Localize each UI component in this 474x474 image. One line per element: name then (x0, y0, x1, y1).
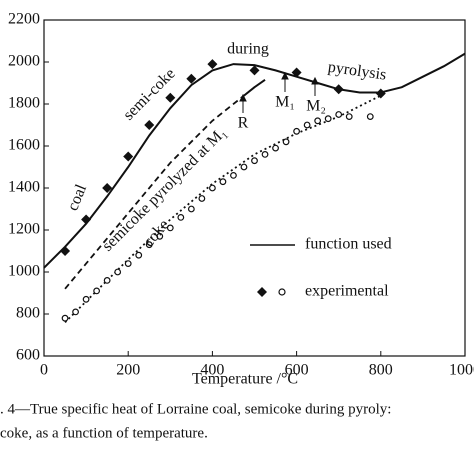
circle-point (114, 268, 122, 276)
circle-point (366, 113, 374, 120)
annotation: R (238, 115, 249, 132)
y-tick-label: 1000 (8, 263, 40, 280)
circle-point (314, 117, 322, 125)
diamond-point (165, 92, 176, 103)
diamond-point (81, 214, 92, 225)
line (64, 94, 382, 324)
diamond-point (333, 84, 344, 95)
x-tick-label: 1000 (449, 362, 474, 379)
x-tick-label: 600 (285, 362, 309, 379)
circle-point (135, 251, 143, 259)
y-tick-label: 1800 (8, 95, 40, 112)
diamond-point (102, 183, 113, 193)
circle-point (240, 163, 248, 171)
circle-point (72, 308, 79, 316)
legend-label: function used (305, 236, 392, 253)
y-tick-label: 1400 (8, 179, 40, 196)
line (243, 79, 266, 97)
circle-point (177, 213, 185, 221)
caption-line: . 4—True specific heat of Lorraine coal,… (0, 401, 391, 417)
circle-point (219, 178, 227, 186)
circle-point (345, 113, 353, 120)
annotation: coke (140, 216, 172, 250)
diamond-point (60, 246, 71, 256)
annotation: coal (64, 182, 90, 214)
circle-point (293, 127, 301, 135)
x-axis-label: Temperature /°C (192, 371, 298, 388)
x-tick-label: 0 (40, 362, 48, 379)
caption-line: coke, as a function of temperature. (0, 425, 208, 441)
circle-point (335, 111, 343, 118)
circle-point (124, 260, 132, 268)
diamond-point (249, 65, 260, 76)
circle-point (187, 205, 195, 213)
circle-point (198, 195, 206, 202)
y-tick-label: 2200 (8, 11, 40, 28)
circle-point (282, 138, 290, 146)
annotation: M₂ (306, 98, 326, 115)
diamond-point (123, 151, 134, 162)
circle-point (208, 184, 216, 192)
circle-point (145, 241, 153, 249)
y-tick-label: 800 (16, 305, 40, 322)
y-tick-label: 2000 (8, 53, 40, 70)
diamond-point (291, 67, 302, 78)
annotation: pyrolysis (327, 59, 387, 84)
line (43, 52, 466, 269)
circle-point (93, 287, 101, 295)
circle-point (261, 150, 269, 158)
diamond-point (375, 88, 386, 99)
circle-point (303, 121, 311, 129)
circle-point (103, 277, 111, 284)
x-tick-label: 400 (200, 362, 224, 379)
x-tick-label: 800 (369, 362, 393, 379)
diamond-point (144, 120, 155, 130)
circle-point (82, 295, 90, 303)
circle-point (251, 157, 258, 165)
diamond-point (186, 73, 197, 84)
x-tick-label: 200 (116, 362, 140, 379)
y-tick-label: 1600 (8, 137, 40, 154)
circle-point (166, 224, 174, 232)
circle-point (61, 314, 69, 322)
circle-point (156, 232, 164, 240)
legend-swatch (278, 288, 286, 296)
arrow-head (281, 71, 289, 80)
legend-label: experimental (305, 283, 389, 300)
diamond-point (207, 59, 218, 70)
annotation: M₁ (275, 94, 295, 111)
circle-point (324, 115, 332, 123)
y-tick-label: 1200 (8, 221, 40, 238)
line (64, 94, 245, 290)
legend-swatch (257, 287, 267, 297)
y-tick-label: 600 (16, 347, 40, 364)
annotation: during (227, 41, 269, 58)
circle-point (272, 144, 279, 152)
circle-point (230, 171, 237, 179)
